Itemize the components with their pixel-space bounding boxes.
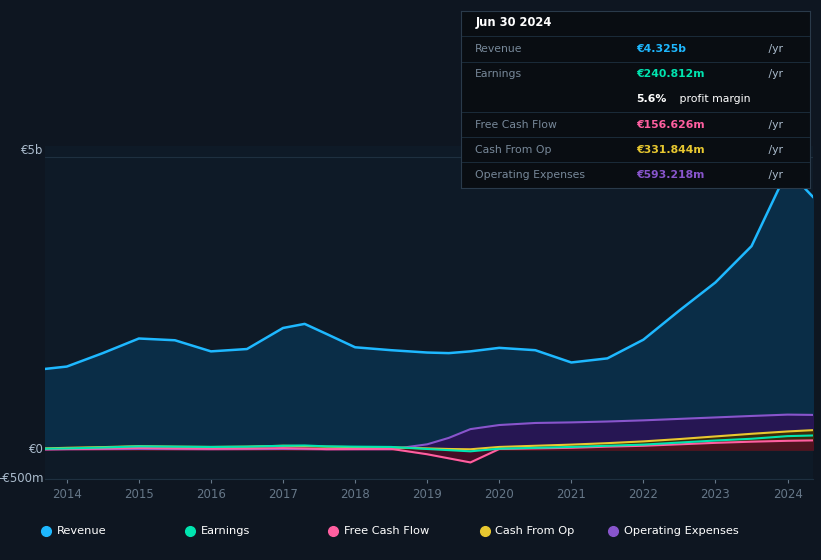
Text: Operating Expenses: Operating Expenses bbox=[623, 526, 738, 536]
Text: €156.626m: €156.626m bbox=[636, 120, 704, 129]
Text: Free Cash Flow: Free Cash Flow bbox=[475, 120, 557, 129]
Text: -€500m: -€500m bbox=[0, 472, 44, 486]
Text: /yr: /yr bbox=[765, 120, 783, 129]
Text: profit margin: profit margin bbox=[676, 95, 750, 104]
Text: /yr: /yr bbox=[765, 145, 783, 155]
Text: €0: €0 bbox=[29, 443, 44, 456]
Text: €593.218m: €593.218m bbox=[636, 170, 704, 180]
Text: Jun 30 2024: Jun 30 2024 bbox=[475, 16, 552, 29]
Text: Earnings: Earnings bbox=[475, 69, 522, 79]
Text: Earnings: Earnings bbox=[200, 526, 250, 536]
Text: €4.325b: €4.325b bbox=[636, 44, 686, 54]
Text: €331.844m: €331.844m bbox=[636, 145, 704, 155]
Text: Free Cash Flow: Free Cash Flow bbox=[344, 526, 429, 536]
Text: Cash From Op: Cash From Op bbox=[475, 145, 552, 155]
Text: €240.812m: €240.812m bbox=[636, 69, 704, 79]
Text: /yr: /yr bbox=[765, 170, 783, 180]
Text: Revenue: Revenue bbox=[475, 44, 523, 54]
Text: /yr: /yr bbox=[765, 44, 783, 54]
Text: €5b: €5b bbox=[21, 144, 44, 157]
Text: Cash From Op: Cash From Op bbox=[495, 526, 575, 536]
Text: /yr: /yr bbox=[765, 69, 783, 79]
Text: Revenue: Revenue bbox=[57, 526, 107, 536]
Text: 5.6%: 5.6% bbox=[636, 95, 666, 104]
Text: Operating Expenses: Operating Expenses bbox=[475, 170, 585, 180]
